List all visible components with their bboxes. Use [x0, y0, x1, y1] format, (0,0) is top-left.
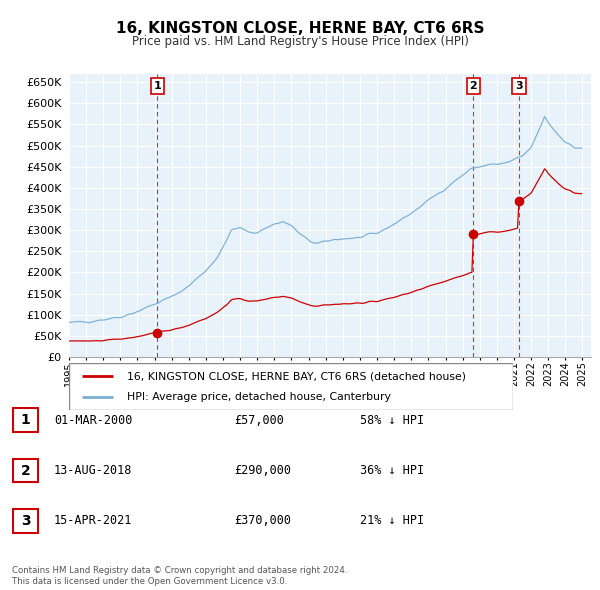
Text: 1: 1 [20, 414, 31, 427]
Text: 15-APR-2021: 15-APR-2021 [54, 514, 133, 527]
Text: 16, KINGSTON CLOSE, HERNE BAY, CT6 6RS: 16, KINGSTON CLOSE, HERNE BAY, CT6 6RS [116, 21, 484, 35]
Text: This data is licensed under the Open Government Licence v3.0.: This data is licensed under the Open Gov… [12, 577, 287, 586]
Text: Contains HM Land Registry data © Crown copyright and database right 2024.: Contains HM Land Registry data © Crown c… [12, 566, 347, 575]
Text: £57,000: £57,000 [234, 414, 284, 427]
Text: Price paid vs. HM Land Registry's House Price Index (HPI): Price paid vs. HM Land Registry's House … [131, 35, 469, 48]
Text: 58% ↓ HPI: 58% ↓ HPI [360, 414, 424, 427]
Text: £290,000: £290,000 [234, 464, 291, 477]
Text: 1: 1 [154, 81, 161, 91]
Text: 3: 3 [20, 514, 31, 527]
Text: 3: 3 [515, 81, 523, 91]
Text: HPI: Average price, detached house, Canterbury: HPI: Average price, detached house, Cant… [127, 392, 391, 402]
Text: 36% ↓ HPI: 36% ↓ HPI [360, 464, 424, 477]
Text: 2: 2 [469, 81, 477, 91]
Text: 13-AUG-2018: 13-AUG-2018 [54, 464, 133, 477]
Text: 16, KINGSTON CLOSE, HERNE BAY, CT6 6RS (detached house): 16, KINGSTON CLOSE, HERNE BAY, CT6 6RS (… [127, 371, 466, 381]
Text: £370,000: £370,000 [234, 514, 291, 527]
Text: 2: 2 [20, 464, 31, 477]
Text: 01-MAR-2000: 01-MAR-2000 [54, 414, 133, 427]
Text: 21% ↓ HPI: 21% ↓ HPI [360, 514, 424, 527]
